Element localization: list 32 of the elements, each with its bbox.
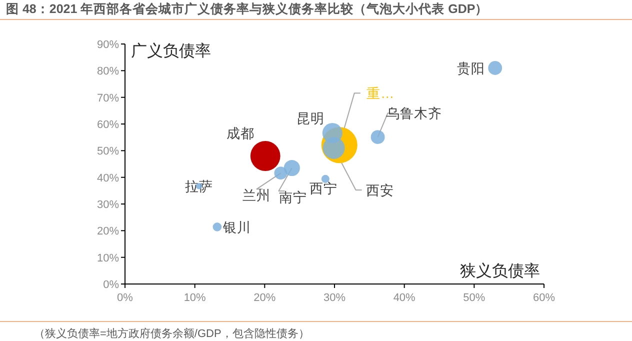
series-label: 拉萨 <box>185 179 214 194</box>
y-tick-label: 50% <box>96 146 120 158</box>
x-tick-label: 10% <box>184 292 206 304</box>
series-label: 兰州 <box>242 188 271 204</box>
series-label: 银川 <box>222 220 252 235</box>
y-tick-label: 20% <box>96 226 120 238</box>
y-tick-label: 10% <box>96 252 120 264</box>
y-tick-label: 70% <box>96 92 120 104</box>
y-tick-label: 90% <box>96 39 120 51</box>
x-tick-label: 20% <box>254 292 276 304</box>
x-tick-label: 30% <box>323 292 346 304</box>
series-label: 昆明 <box>296 111 324 126</box>
y-tick-label: 80% <box>96 66 120 78</box>
x-tick-label: 0% <box>117 292 134 304</box>
series-label: 西宁 <box>309 180 338 196</box>
text: （狭义负债率=地方政府债务余额/GDP，包含隐性债务） <box>34 327 310 340</box>
y-axis-title: 广义负债率 <box>131 42 211 60</box>
x-tick-label: 40% <box>393 292 416 304</box>
series-label: 贵阳 <box>457 61 486 76</box>
x-tick-label: 50% <box>463 292 486 304</box>
series-label: 乌鲁木齐 <box>386 106 442 122</box>
text: 西安 <box>366 183 394 198</box>
series-label: 南宁 <box>278 190 307 205</box>
x-axis-title: 狭义负债率 <box>460 262 540 280</box>
chart-title: 图 48：2021 年西部各省会城市广义债务率与狭义债务率比较（气泡大小代表 GDP） <box>6 1 488 16</box>
y-tick-label: 0% <box>103 279 120 291</box>
series-label: 成都 <box>226 126 254 141</box>
y-tick-label: 40% <box>96 172 120 184</box>
y-tick-label: 30% <box>96 199 120 211</box>
x-tick-label: 60% <box>532 292 556 304</box>
y-tick-label: 60% <box>96 119 120 131</box>
text: 重… <box>366 86 394 102</box>
